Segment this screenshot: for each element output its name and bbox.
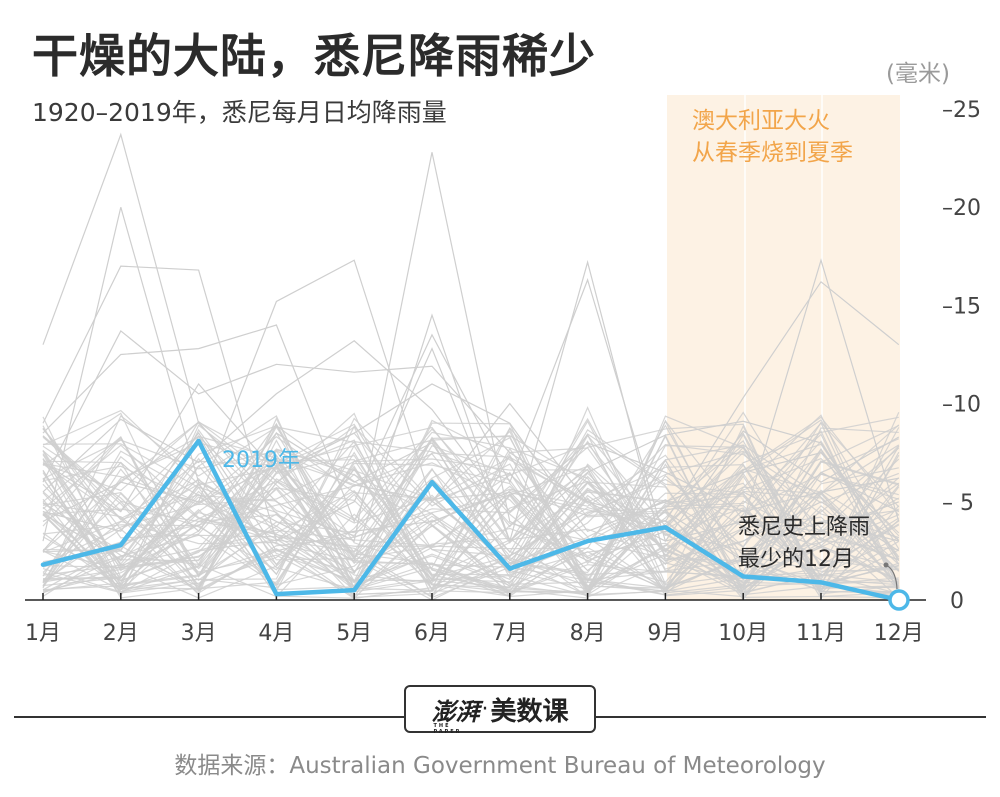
historical-year-line bbox=[42, 330, 900, 542]
historical-year-line bbox=[42, 427, 900, 586]
december-2019-marker bbox=[888, 589, 910, 611]
y-axis-unit: (毫米) bbox=[886, 61, 950, 87]
fire-annotation-line2: 从春季烧到夏季 bbox=[692, 140, 853, 166]
x-tick-label: 12月 bbox=[874, 621, 924, 646]
historical-year-line bbox=[42, 259, 900, 523]
historical-year-line bbox=[42, 207, 900, 562]
historical-year-line bbox=[42, 420, 900, 572]
historical-year-line bbox=[42, 483, 900, 591]
footer-divider-right bbox=[596, 716, 986, 718]
historical-year-line bbox=[42, 416, 899, 562]
historical-year-line bbox=[42, 445, 900, 596]
y-tick-label: 0 bbox=[950, 589, 964, 614]
historical-year-line bbox=[42, 439, 900, 581]
data-source: 数据来源：Australian Government Bureau of Met… bbox=[174, 753, 826, 779]
historical-year-line bbox=[42, 487, 899, 593]
y-tick-label: –15 bbox=[942, 294, 981, 319]
historical-year-line bbox=[42, 438, 900, 592]
logo-brand-sub: THE PAPER bbox=[433, 722, 462, 735]
historical-year-line bbox=[42, 427, 899, 591]
x-tick-label: 1月 bbox=[25, 621, 61, 646]
historical-year-line bbox=[42, 520, 899, 598]
x-tick-label: 3月 bbox=[181, 621, 217, 646]
historical-year-line bbox=[42, 470, 900, 597]
series-2019-line bbox=[40, 438, 902, 603]
december-annotation-line1: 悉尼史上降雨 bbox=[738, 515, 870, 540]
historical-year-line bbox=[42, 443, 899, 599]
historical-lines bbox=[42, 132, 900, 601]
historical-year-line bbox=[42, 419, 900, 594]
historical-year-line bbox=[42, 406, 900, 589]
y-tick-label: –10 bbox=[942, 393, 981, 418]
logo-brand: 澎湃 THE PAPER bbox=[431, 696, 480, 735]
historical-year-line bbox=[42, 430, 900, 596]
historical-year-line bbox=[42, 443, 900, 596]
historical-year-line bbox=[42, 426, 899, 597]
historical-year-line bbox=[42, 411, 900, 591]
x-tick-label: 6月 bbox=[414, 621, 450, 646]
x-tick-label: 9月 bbox=[647, 621, 683, 646]
x-tick-label: 5月 bbox=[336, 621, 372, 646]
chart-subtitle: 1920–2019年，悉尼每月日均降雨量 bbox=[32, 98, 447, 127]
historical-year-line bbox=[42, 382, 900, 542]
historical-year-line bbox=[42, 324, 900, 562]
historical-year-line bbox=[42, 412, 900, 591]
logo-separator: · bbox=[481, 696, 489, 722]
x-tick-label: 8月 bbox=[570, 621, 606, 646]
fire-annotation-line1: 澳大利亚大火 bbox=[692, 108, 830, 134]
y-tick-label: –20 bbox=[942, 196, 981, 221]
x-tick-label: 7月 bbox=[492, 621, 528, 646]
series-2019-label: 2019年 bbox=[222, 448, 300, 473]
x-tick-label: 4月 bbox=[258, 621, 294, 646]
historical-year-line bbox=[42, 416, 900, 582]
historical-year-line bbox=[42, 424, 900, 591]
historical-year-line bbox=[42, 447, 900, 595]
y-tick-label: – 5 bbox=[942, 491, 974, 516]
historical-year-line bbox=[42, 419, 900, 581]
y-tick-label: –25 bbox=[942, 98, 981, 123]
x-axis-ticks: 1月 2月 3月 4月 5月 6月 7月 8月 9月 10月 11月 12月 bbox=[25, 593, 924, 646]
historical-year-line bbox=[42, 444, 900, 572]
y-axis-ticks: 0 – 5 –10 –15 –20 –25 bbox=[942, 98, 981, 614]
historical-year-line bbox=[42, 436, 899, 593]
december-annotation-line2: 最少的12月 bbox=[738, 547, 854, 572]
historical-year-line bbox=[42, 440, 900, 590]
historical-year-line bbox=[42, 258, 900, 542]
x-tick-label: 11月 bbox=[796, 621, 846, 646]
chart-title: 干燥的大陆，悉尼降雨稀少 bbox=[32, 29, 596, 83]
historical-year-line bbox=[42, 431, 900, 600]
historical-year-line bbox=[42, 441, 900, 599]
historical-year-line bbox=[42, 465, 900, 596]
rainfall-chart: 澳大利亚大火 从春季烧到夏季 1月 2月 3月 4月 5月 6月 7月 8月 9月 10月 11月 1… bbox=[25, 95, 981, 646]
historical-year-line bbox=[42, 432, 900, 562]
logo-course-name: 美数课 bbox=[490, 696, 569, 727]
x-tick-label: 2月 bbox=[103, 621, 139, 646]
publisher-logo: 澎湃 THE PAPER · 美数课 bbox=[404, 685, 596, 735]
x-tick-label: 10月 bbox=[718, 621, 768, 646]
historical-year-line bbox=[42, 432, 900, 572]
footer-divider-left bbox=[14, 716, 404, 718]
annotation-leader-dot bbox=[883, 562, 889, 568]
